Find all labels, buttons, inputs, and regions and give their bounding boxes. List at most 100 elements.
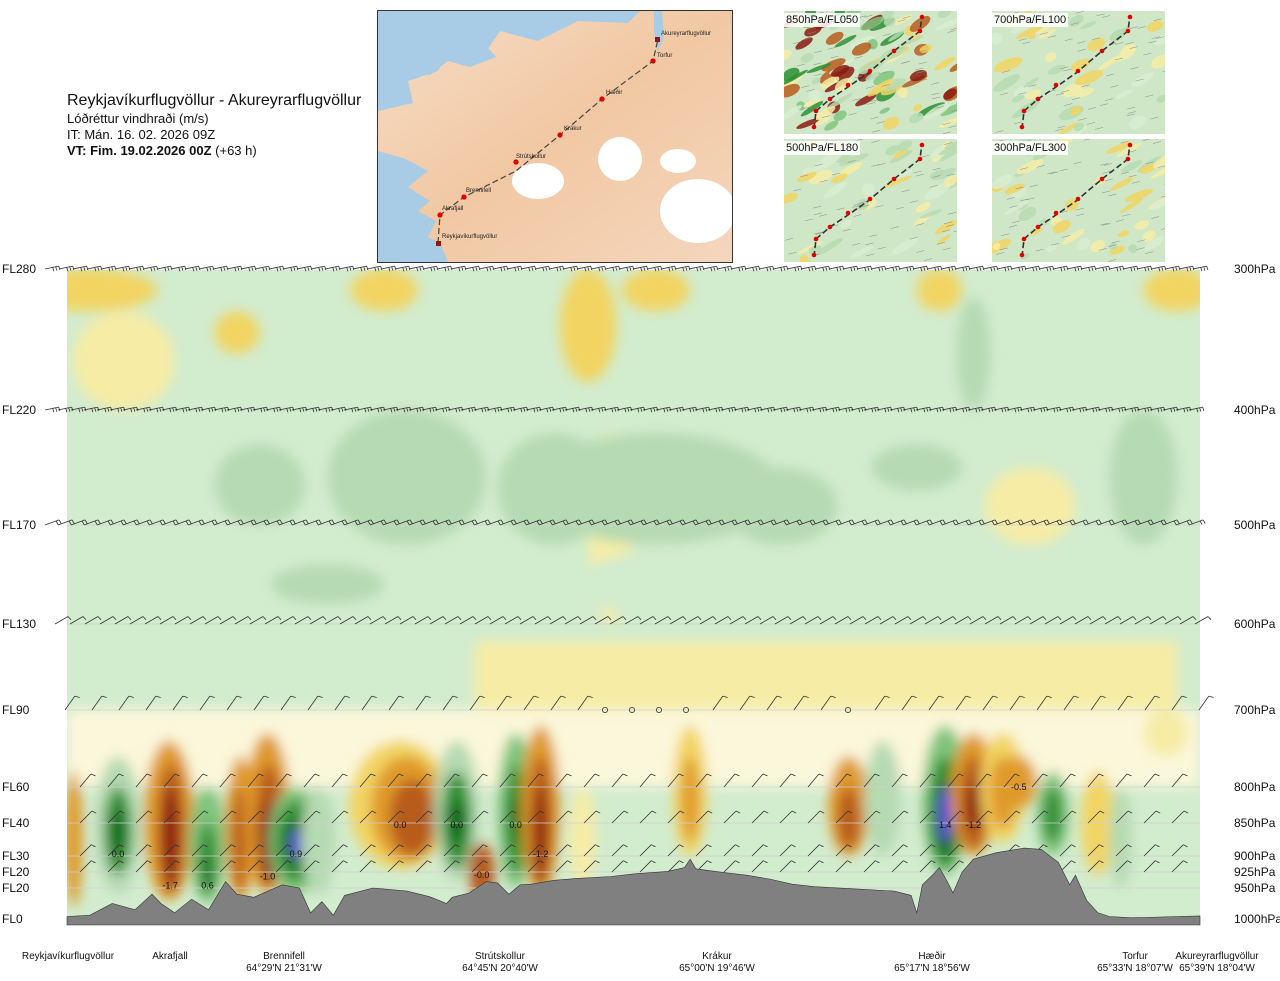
wind-barb xyxy=(399,616,417,625)
wind-barb xyxy=(1136,519,1154,526)
thumb-barb xyxy=(878,71,887,75)
wind-barb xyxy=(639,860,656,873)
thumb-blob xyxy=(799,254,810,262)
wind-barb xyxy=(889,406,906,413)
wind-barb xyxy=(919,773,936,788)
wind-barb xyxy=(590,265,607,272)
thumb-blob xyxy=(784,67,800,82)
wind-barb xyxy=(772,265,789,272)
wind-barb xyxy=(707,519,725,526)
waypoint-akureyrarflugvollur: Akureyrarflugvöllur 65°39'N 18°04'W xyxy=(1175,951,1258,975)
fl-label-fl130: FL130 xyxy=(2,617,37,631)
wind-barb xyxy=(924,616,942,625)
field-streak xyxy=(270,564,385,605)
wind-barb xyxy=(135,519,153,526)
wind-barb xyxy=(668,406,685,413)
wind-barbs xyxy=(44,265,1214,873)
thumb-barb xyxy=(839,40,848,43)
waypoint-name: Brennifell xyxy=(263,951,305,962)
thumb-barb xyxy=(852,243,861,246)
field-cell xyxy=(1081,771,1116,876)
wind-barb xyxy=(814,265,831,272)
wind-barb xyxy=(993,406,1010,413)
wind-barb xyxy=(247,844,264,857)
wind-barb xyxy=(191,773,208,788)
thumb-barb xyxy=(1102,171,1111,174)
wind-barb xyxy=(564,519,582,526)
thumb-blob xyxy=(1139,163,1157,174)
wind-barb xyxy=(291,406,308,413)
wind-barb xyxy=(616,406,633,413)
thumb-barb xyxy=(1072,97,1081,100)
thumbnail-500hpa[interactable]: 500hPa/FL180 xyxy=(784,139,957,262)
wind-barb xyxy=(876,519,894,526)
thumb-blob xyxy=(1128,243,1138,254)
thumb-waypoint xyxy=(891,176,897,182)
wind-barb xyxy=(863,519,881,526)
wind-barb xyxy=(310,265,327,272)
thumb-barb xyxy=(1057,125,1066,129)
wind-barb xyxy=(835,860,852,873)
wind-barb xyxy=(684,616,702,625)
wind-barb xyxy=(954,616,972,625)
thumb-barb xyxy=(931,82,940,85)
thumb-barb xyxy=(807,31,817,34)
calm-wind-marker xyxy=(683,706,690,713)
wind-barb xyxy=(1143,773,1160,788)
thumb-blob xyxy=(1047,64,1066,75)
wind-barb xyxy=(980,406,997,413)
wind-barb xyxy=(1115,860,1132,873)
wind-barb xyxy=(226,265,243,272)
wind-barb xyxy=(499,810,517,824)
wind-barb xyxy=(525,519,543,526)
wind-barb xyxy=(114,616,132,625)
thumbnail-850hpa[interactable]: 850hPa/FL050 xyxy=(784,11,957,134)
thumb-barb xyxy=(827,47,836,50)
thumb-barb xyxy=(1103,163,1113,166)
fl-label-fl280: FL280 xyxy=(2,262,37,276)
wind-barb xyxy=(820,695,836,711)
wind-barb xyxy=(1110,519,1128,526)
thumb-barb xyxy=(1018,38,1027,41)
thumb-barb xyxy=(946,224,955,227)
thumb-barb xyxy=(999,247,1009,251)
fl-label-fl90: FL90 xyxy=(2,703,30,717)
wind-barb xyxy=(834,616,852,625)
thumb-waypoint xyxy=(845,210,851,216)
thumbnail-700hpa[interactable]: 700hPa/FL100 xyxy=(992,11,1165,134)
wind-barb xyxy=(746,406,763,413)
wind-barb xyxy=(667,844,684,857)
wind-barb xyxy=(226,406,243,413)
wind-barb xyxy=(278,406,295,413)
thumb-barb xyxy=(1153,18,1162,21)
thumb-waypoint xyxy=(845,82,851,88)
wind-barb xyxy=(83,406,100,413)
thumb-blob xyxy=(912,104,923,112)
thumb-blob xyxy=(883,16,896,27)
wind-barb xyxy=(471,844,488,857)
cross-section-chart: 0.0 -1.7 0.6 -1.0 0.9 0.0 0.0 -0.0 0.0 -1.2 1.4 -1.… xyxy=(44,265,1214,926)
thumbnail-300hpa[interactable]: 300hPa/FL300 xyxy=(992,139,1165,262)
value-label: 0.9 xyxy=(290,849,303,859)
thumb-barb xyxy=(813,62,822,66)
field-streak xyxy=(956,297,991,410)
wind-barb xyxy=(624,616,642,625)
wind-barb xyxy=(891,773,908,788)
wind-barb xyxy=(525,406,542,413)
wind-barb xyxy=(343,406,360,413)
thumb-barb xyxy=(802,37,811,41)
value-label: -1.0 xyxy=(260,871,276,881)
wind-barb xyxy=(730,265,747,272)
thumb-barb xyxy=(1095,127,1104,130)
thumb-barb xyxy=(1087,107,1097,110)
thumb-barb xyxy=(832,172,841,176)
wind-barb xyxy=(590,519,608,526)
wind-barb xyxy=(359,844,376,857)
wind-barb xyxy=(739,695,755,711)
wind-barb xyxy=(317,519,335,526)
wind-barb xyxy=(519,616,537,625)
terrain-profile xyxy=(66,847,1201,926)
wind-barb xyxy=(388,695,404,711)
wind-barb xyxy=(1171,695,1187,711)
wind-barb xyxy=(766,695,782,711)
